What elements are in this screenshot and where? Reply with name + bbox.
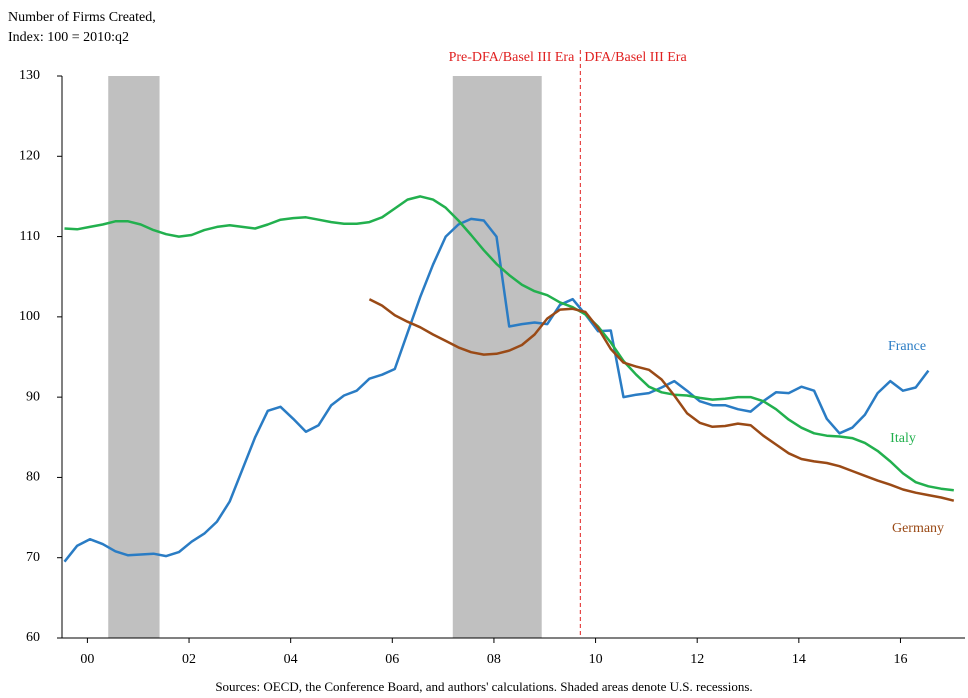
- x-tick-label: 12: [690, 652, 704, 667]
- series-line: [64, 195, 954, 492]
- source-note: Sources: OECD, the Conference Board, and…: [215, 679, 752, 694]
- era-label: DFA/Basel III Era: [584, 50, 687, 65]
- x-tick-label: 10: [589, 652, 603, 667]
- y-tick-label: 120: [19, 149, 40, 164]
- y-tick-label: 100: [19, 309, 40, 324]
- x-tick-label: 06: [385, 652, 399, 667]
- recession-band: [452, 76, 542, 638]
- x-tick-label: 08: [487, 652, 501, 667]
- x-tick-label: 04: [284, 652, 298, 667]
- x-tick-label: 14: [792, 652, 806, 667]
- series-label: Germany: [892, 521, 944, 536]
- series-label: Italy: [890, 431, 916, 446]
- y-tick-label: 60: [26, 630, 40, 645]
- series-line: [63, 217, 930, 563]
- x-tick-label: 02: [182, 652, 196, 667]
- recession-band: [108, 76, 160, 638]
- y-tick-label: 130: [19, 68, 40, 83]
- x-tick-label: 16: [893, 652, 907, 667]
- series-line: [368, 298, 955, 502]
- y-tick-label: 110: [20, 229, 40, 244]
- y-tick-label: 70: [26, 550, 40, 565]
- x-tick-label: 00: [80, 652, 94, 667]
- y-tick-label: 80: [26, 470, 40, 485]
- chart-subtitle: Index: 100 = 2010:q2: [8, 30, 129, 45]
- chart-title: Number of Firms Created,: [8, 10, 156, 25]
- era-label: Pre-DFA/Basel III Era: [449, 50, 575, 65]
- y-tick-label: 90: [26, 389, 40, 404]
- series-label: France: [888, 339, 926, 354]
